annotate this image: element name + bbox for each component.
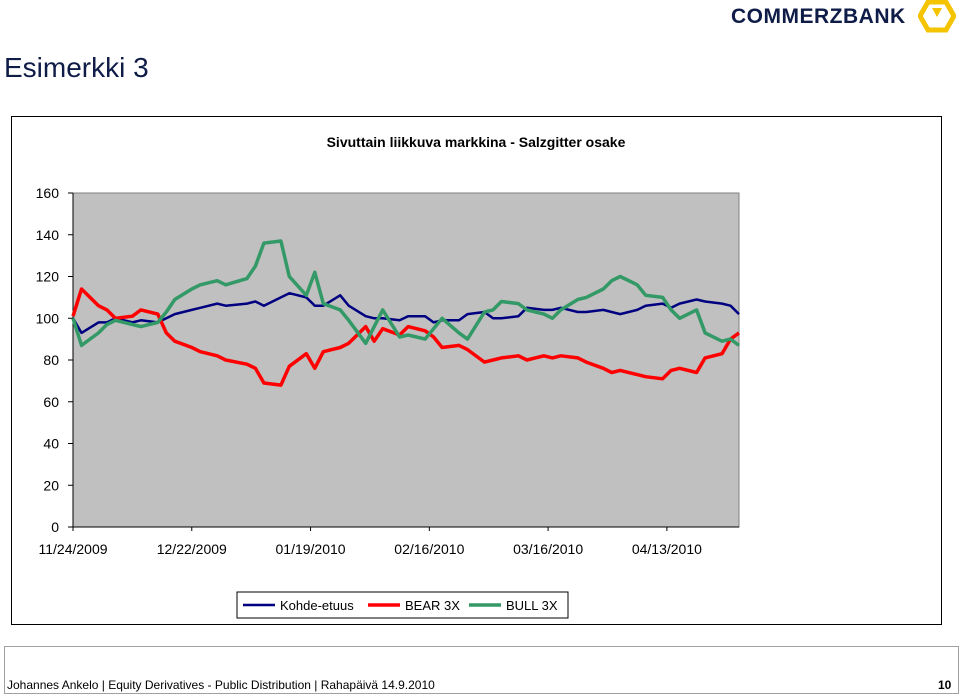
footer-text: Johannes Ankelo | Equity Derivatives - P…	[7, 678, 435, 692]
y-tick-label: 20	[43, 477, 59, 493]
chart-frame: Sivuttain liikkuva markkina - Salzgitter…	[11, 116, 942, 625]
series-line-bull-3x	[71, 239, 741, 348]
y-tick-label: 40	[43, 436, 59, 452]
page-number: 10	[938, 678, 952, 692]
y-tick-label: 120	[36, 269, 60, 285]
y-tick-label: 100	[36, 310, 60, 326]
legend-label: BULL 3X	[506, 598, 558, 613]
series-line-bear-3x	[71, 287, 741, 387]
brand-name: COMMERZBANK	[731, 5, 906, 28]
footer-bar	[4, 646, 959, 694]
legend-label: BEAR 3X	[405, 598, 460, 613]
line-chart: Sivuttain liikkuva markkina - Salzgitter…	[36, 134, 741, 619]
chart-title: Sivuttain liikkuva markkina - Salzgitter…	[327, 134, 626, 150]
y-tick-label: 80	[43, 352, 59, 368]
x-tick-label: 01/19/2010	[276, 541, 346, 557]
commerzbank-ribbon-icon	[918, 0, 956, 33]
y-tick-label: 0	[51, 519, 59, 535]
x-tick-label: 04/13/2010	[632, 541, 702, 557]
series-line-kohde-etuus	[71, 291, 740, 335]
plot-area	[72, 192, 740, 528]
slide-title: Esimerkki 3	[4, 52, 149, 83]
y-tick-label: 140	[36, 227, 60, 243]
legend-label: Kohde-etuus	[280, 598, 354, 613]
x-tick-label: 03/16/2010	[513, 541, 583, 557]
x-tick-label: 11/24/2009	[38, 541, 107, 557]
y-tick-label: 60	[43, 394, 59, 410]
x-tick-label: 02/16/2010	[394, 541, 464, 557]
legend-box	[236, 591, 569, 619]
y-tick-label: 160	[36, 185, 60, 201]
x-tick-label: 12/22/2009	[157, 541, 227, 557]
